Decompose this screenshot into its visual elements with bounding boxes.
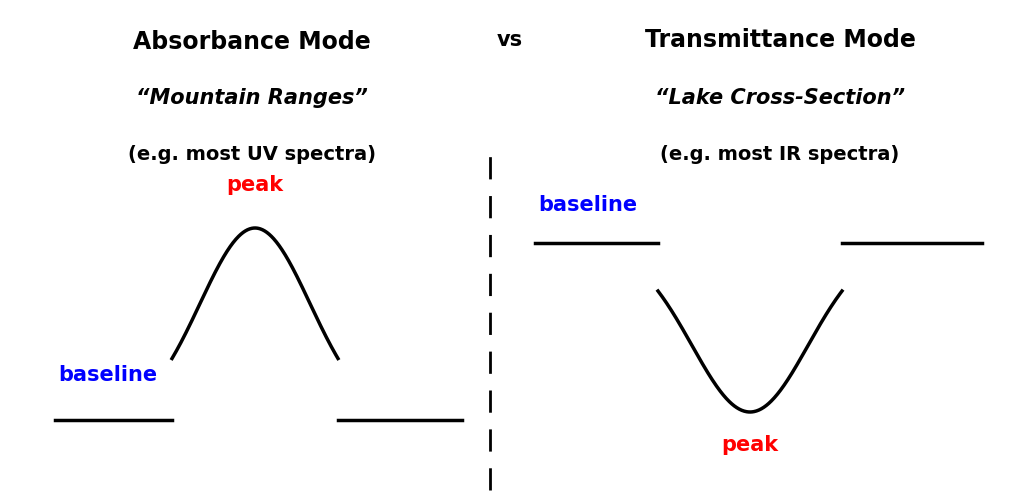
Text: vs: vs <box>497 30 523 50</box>
Text: (e.g. most UV spectra): (e.g. most UV spectra) <box>128 145 376 164</box>
Text: baseline: baseline <box>538 195 637 215</box>
Text: “Lake Cross-Section”: “Lake Cross-Section” <box>655 88 905 108</box>
Text: peak: peak <box>722 435 778 455</box>
Text: Transmittance Mode: Transmittance Mode <box>644 28 915 52</box>
Text: Absorbance Mode: Absorbance Mode <box>133 30 371 54</box>
Text: baseline: baseline <box>58 365 157 385</box>
Text: “Mountain Ranges”: “Mountain Ranges” <box>136 88 368 108</box>
Text: peak: peak <box>226 175 284 195</box>
Text: (e.g. most IR spectra): (e.g. most IR spectra) <box>660 145 900 164</box>
